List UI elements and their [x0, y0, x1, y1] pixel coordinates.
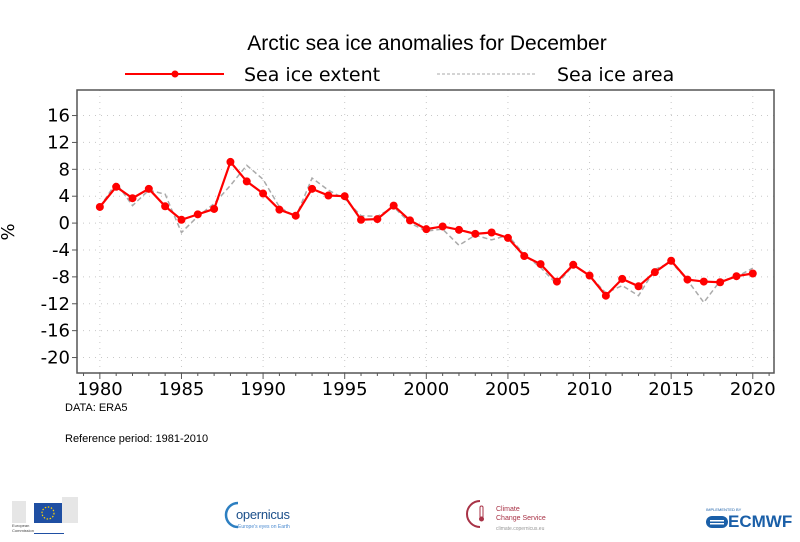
ecmwf-implemented-by: IMPLEMENTED BY [706, 507, 742, 512]
extent-point [389, 201, 398, 210]
extent-point [95, 202, 104, 211]
extent-point [308, 184, 317, 193]
extent-point [716, 278, 725, 287]
ec-line2: Commission [12, 528, 35, 533]
extent-point [585, 271, 594, 280]
x-tick-label: 2020 [730, 379, 776, 400]
y-tick-label: 16 [47, 106, 70, 127]
extent-point [699, 277, 708, 286]
extent-point [683, 275, 692, 284]
extent-point [601, 291, 610, 300]
y-tick-label: 4 [59, 186, 70, 207]
copernicus-name: opernicus [236, 507, 290, 522]
x-tick-label: 2010 [567, 379, 613, 400]
y-tick-label: 8 [59, 159, 70, 180]
series-sea-ice-area [99, 164, 754, 304]
chart: Arctic sea ice anomalies for December Se… [0, 32, 776, 400]
extent-point [226, 157, 235, 166]
y-tick-label: 0 [59, 213, 70, 234]
copernicus-tagline: Europe's eyes on Earth [238, 524, 290, 530]
x-axis: 1980 1985 1990 1995 2000 2005 2010 2015 2020 [77, 373, 776, 400]
c3s-line1: Climate [496, 506, 520, 513]
chart-title: Arctic sea ice anomalies for December [247, 32, 606, 55]
extent-point [161, 202, 170, 211]
thermometer-cloud-icon [466, 500, 484, 528]
extent-point [259, 189, 268, 198]
extent-point [618, 274, 627, 283]
extent-point [405, 216, 414, 225]
copernicus-logo: opernicus Europe's eyes on Earth [222, 495, 312, 535]
y-axis-label: % [0, 223, 19, 240]
c3s-line2: Change Service [496, 515, 546, 522]
y-tick-label: -4 [52, 240, 70, 261]
x-tick-label: 2000 [403, 379, 449, 400]
extent-point [552, 277, 561, 286]
x-tick-label: 1990 [240, 379, 286, 400]
x-tick-label: 1995 [322, 379, 368, 400]
x-tick-label: 1985 [159, 379, 205, 400]
ec-building-icon [12, 497, 78, 534]
extent-point [422, 225, 431, 234]
c3s-url: climate.copernicus.eu [496, 526, 545, 532]
x-tick-label: 1980 [77, 379, 123, 400]
extent-point [748, 269, 757, 278]
x-tick-label: 2015 [648, 379, 694, 400]
legend: Sea ice extent Sea ice area [125, 64, 674, 86]
extent-point [177, 215, 186, 224]
y-tick-label: -8 [52, 267, 70, 288]
european-commission-logo: European Commission [10, 495, 80, 535]
extent-point [340, 192, 349, 201]
extent-point [193, 210, 202, 219]
extent-point [650, 268, 659, 277]
legend-extent-marker [171, 70, 179, 78]
c3s-logo: Climate Change Service climate.copernicu… [466, 495, 556, 535]
extent-point [667, 256, 676, 265]
reference-period-note: Reference period: 1981-2010 [65, 433, 209, 445]
ecmwf-symbol-icon [706, 516, 728, 528]
extent-point [242, 177, 251, 186]
extent-point [569, 260, 578, 269]
x-tick-label: 2005 [485, 379, 531, 400]
grid [77, 90, 774, 373]
extent-point [128, 194, 137, 203]
extent-point [210, 204, 219, 213]
extent-point [291, 211, 300, 220]
extent-point [520, 252, 529, 261]
legend-extent-label: Sea ice extent [244, 64, 380, 86]
extent-point [112, 182, 121, 191]
extent-point [324, 191, 333, 200]
extent-point [438, 222, 447, 231]
extent-point [471, 229, 480, 238]
extent-point [454, 225, 463, 234]
y-tick-label: -12 [41, 294, 70, 315]
ec-line1: European [12, 523, 30, 528]
extent-point [503, 233, 512, 242]
plot-frame [76, 89, 775, 374]
legend-area-label: Sea ice area [557, 64, 674, 86]
extent-point [275, 205, 284, 214]
y-tick-label: -16 [41, 321, 70, 342]
ecmwf-name: ECMWF [728, 512, 793, 531]
extent-point [144, 184, 153, 193]
y-tick-label: 12 [47, 132, 70, 153]
extent-point [536, 260, 545, 269]
extent-point [357, 215, 366, 224]
extent-point [373, 215, 382, 224]
y-tick-label: -20 [41, 348, 70, 369]
series-sea-ice-extent [95, 157, 757, 300]
ecmwf-logo: IMPLEMENTED BY ECMWF [704, 495, 794, 535]
extent-point [634, 282, 643, 291]
data-source-note: DATA: ERA5 [65, 402, 128, 414]
copernicus-c-icon [224, 501, 239, 529]
area-line [99, 164, 754, 304]
y-axis: 16 12 8 4 0 -4 -8 -12 -16 -20 [41, 106, 77, 369]
extent-point [487, 228, 496, 237]
extent-point [732, 272, 741, 281]
